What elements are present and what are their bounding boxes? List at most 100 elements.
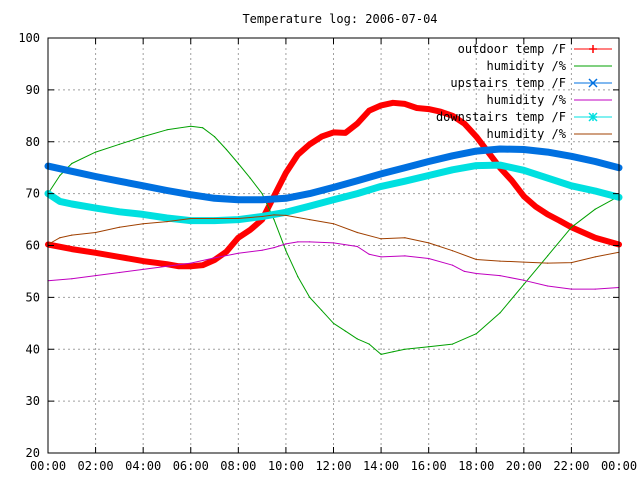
data-point — [547, 285, 549, 287]
data-point — [368, 253, 370, 255]
data-point — [188, 192, 194, 198]
data-point — [93, 250, 99, 256]
data-point — [497, 146, 503, 152]
data-point — [428, 242, 430, 244]
data-point — [259, 197, 265, 203]
data-point — [404, 237, 406, 239]
data-point — [438, 109, 444, 115]
data-point — [213, 257, 216, 259]
data-point — [140, 258, 146, 264]
data-point — [356, 338, 358, 340]
data-point — [283, 209, 289, 215]
legend-marker — [588, 112, 598, 122]
data-point — [190, 217, 192, 220]
data-point — [451, 264, 454, 266]
data-point — [356, 231, 358, 234]
x-tick-label: 12:00 — [315, 459, 351, 473]
data-point — [402, 165, 408, 171]
data-point — [499, 312, 501, 314]
data-point — [225, 148, 227, 151]
x-tick-label: 20:00 — [506, 459, 542, 473]
data-point — [594, 256, 596, 258]
data-point — [521, 167, 527, 173]
data-point — [545, 211, 551, 217]
data-point — [188, 263, 194, 269]
data-point — [69, 201, 75, 207]
data-point — [547, 262, 549, 264]
data-point — [273, 247, 275, 249]
x-tick-label: 22:00 — [553, 459, 589, 473]
legend-label: outdoor temp /F — [458, 42, 566, 56]
data-point — [142, 136, 144, 138]
legend-label: humidity /% — [487, 59, 567, 73]
data-point — [570, 226, 573, 228]
data-point — [223, 249, 229, 255]
data-point — [402, 101, 408, 107]
data-point — [237, 162, 239, 165]
chart-title: Temperature log: 2006-07-04 — [242, 12, 437, 26]
y-tick-label: 30 — [26, 394, 40, 408]
data-point — [521, 147, 527, 152]
data-point — [356, 245, 358, 248]
data-point — [295, 152, 301, 158]
series-4 — [47, 241, 620, 290]
data-point — [402, 178, 408, 184]
data-point — [450, 167, 455, 173]
y-tick-label: 70 — [26, 187, 40, 201]
series-line — [44, 161, 623, 225]
data-point — [463, 270, 465, 272]
data-point — [331, 184, 336, 190]
data-point — [473, 134, 479, 140]
data-point — [568, 183, 574, 189]
data-point — [354, 121, 360, 127]
data-point — [285, 214, 287, 216]
data-point — [116, 254, 122, 260]
data-point — [378, 171, 384, 177]
data-point — [93, 205, 99, 211]
data-point — [261, 193, 263, 195]
data-point — [202, 127, 204, 129]
data-point — [285, 243, 287, 245]
data-point — [570, 262, 573, 264]
data-point — [368, 343, 370, 345]
data-point — [366, 108, 372, 114]
data-point — [118, 143, 120, 145]
data-point — [142, 223, 144, 225]
data-point — [140, 211, 146, 217]
data-point — [297, 241, 299, 243]
data-point — [142, 268, 144, 270]
x-tick-label: 06:00 — [173, 459, 209, 473]
x-tick-label: 16:00 — [411, 459, 447, 473]
data-point — [545, 175, 551, 181]
data-point — [71, 278, 73, 280]
data-point — [140, 183, 146, 189]
data-point — [461, 121, 467, 127]
data-point — [247, 227, 253, 233]
grid-lines — [48, 38, 619, 453]
x-tick-label: 18:00 — [458, 459, 494, 473]
data-point — [261, 215, 263, 218]
data-point — [378, 183, 384, 189]
data-point — [283, 195, 289, 201]
data-point — [509, 178, 515, 184]
data-point — [497, 162, 503, 168]
legend-label: humidity /% — [487, 127, 567, 141]
data-point — [249, 177, 251, 179]
series-5 — [44, 161, 623, 225]
series-line — [47, 125, 620, 355]
x-tick-label: 04:00 — [125, 459, 161, 473]
data-point — [428, 257, 430, 260]
data-point — [309, 296, 311, 298]
data-point — [235, 235, 241, 241]
data-point — [166, 221, 168, 223]
data-point — [164, 188, 170, 193]
data-point — [426, 173, 432, 178]
data-point — [342, 130, 348, 136]
data-point — [95, 275, 97, 277]
data-point — [428, 346, 430, 348]
data-point — [212, 195, 217, 201]
data-point — [380, 256, 382, 258]
data-point — [118, 226, 120, 228]
data-point — [380, 353, 382, 355]
